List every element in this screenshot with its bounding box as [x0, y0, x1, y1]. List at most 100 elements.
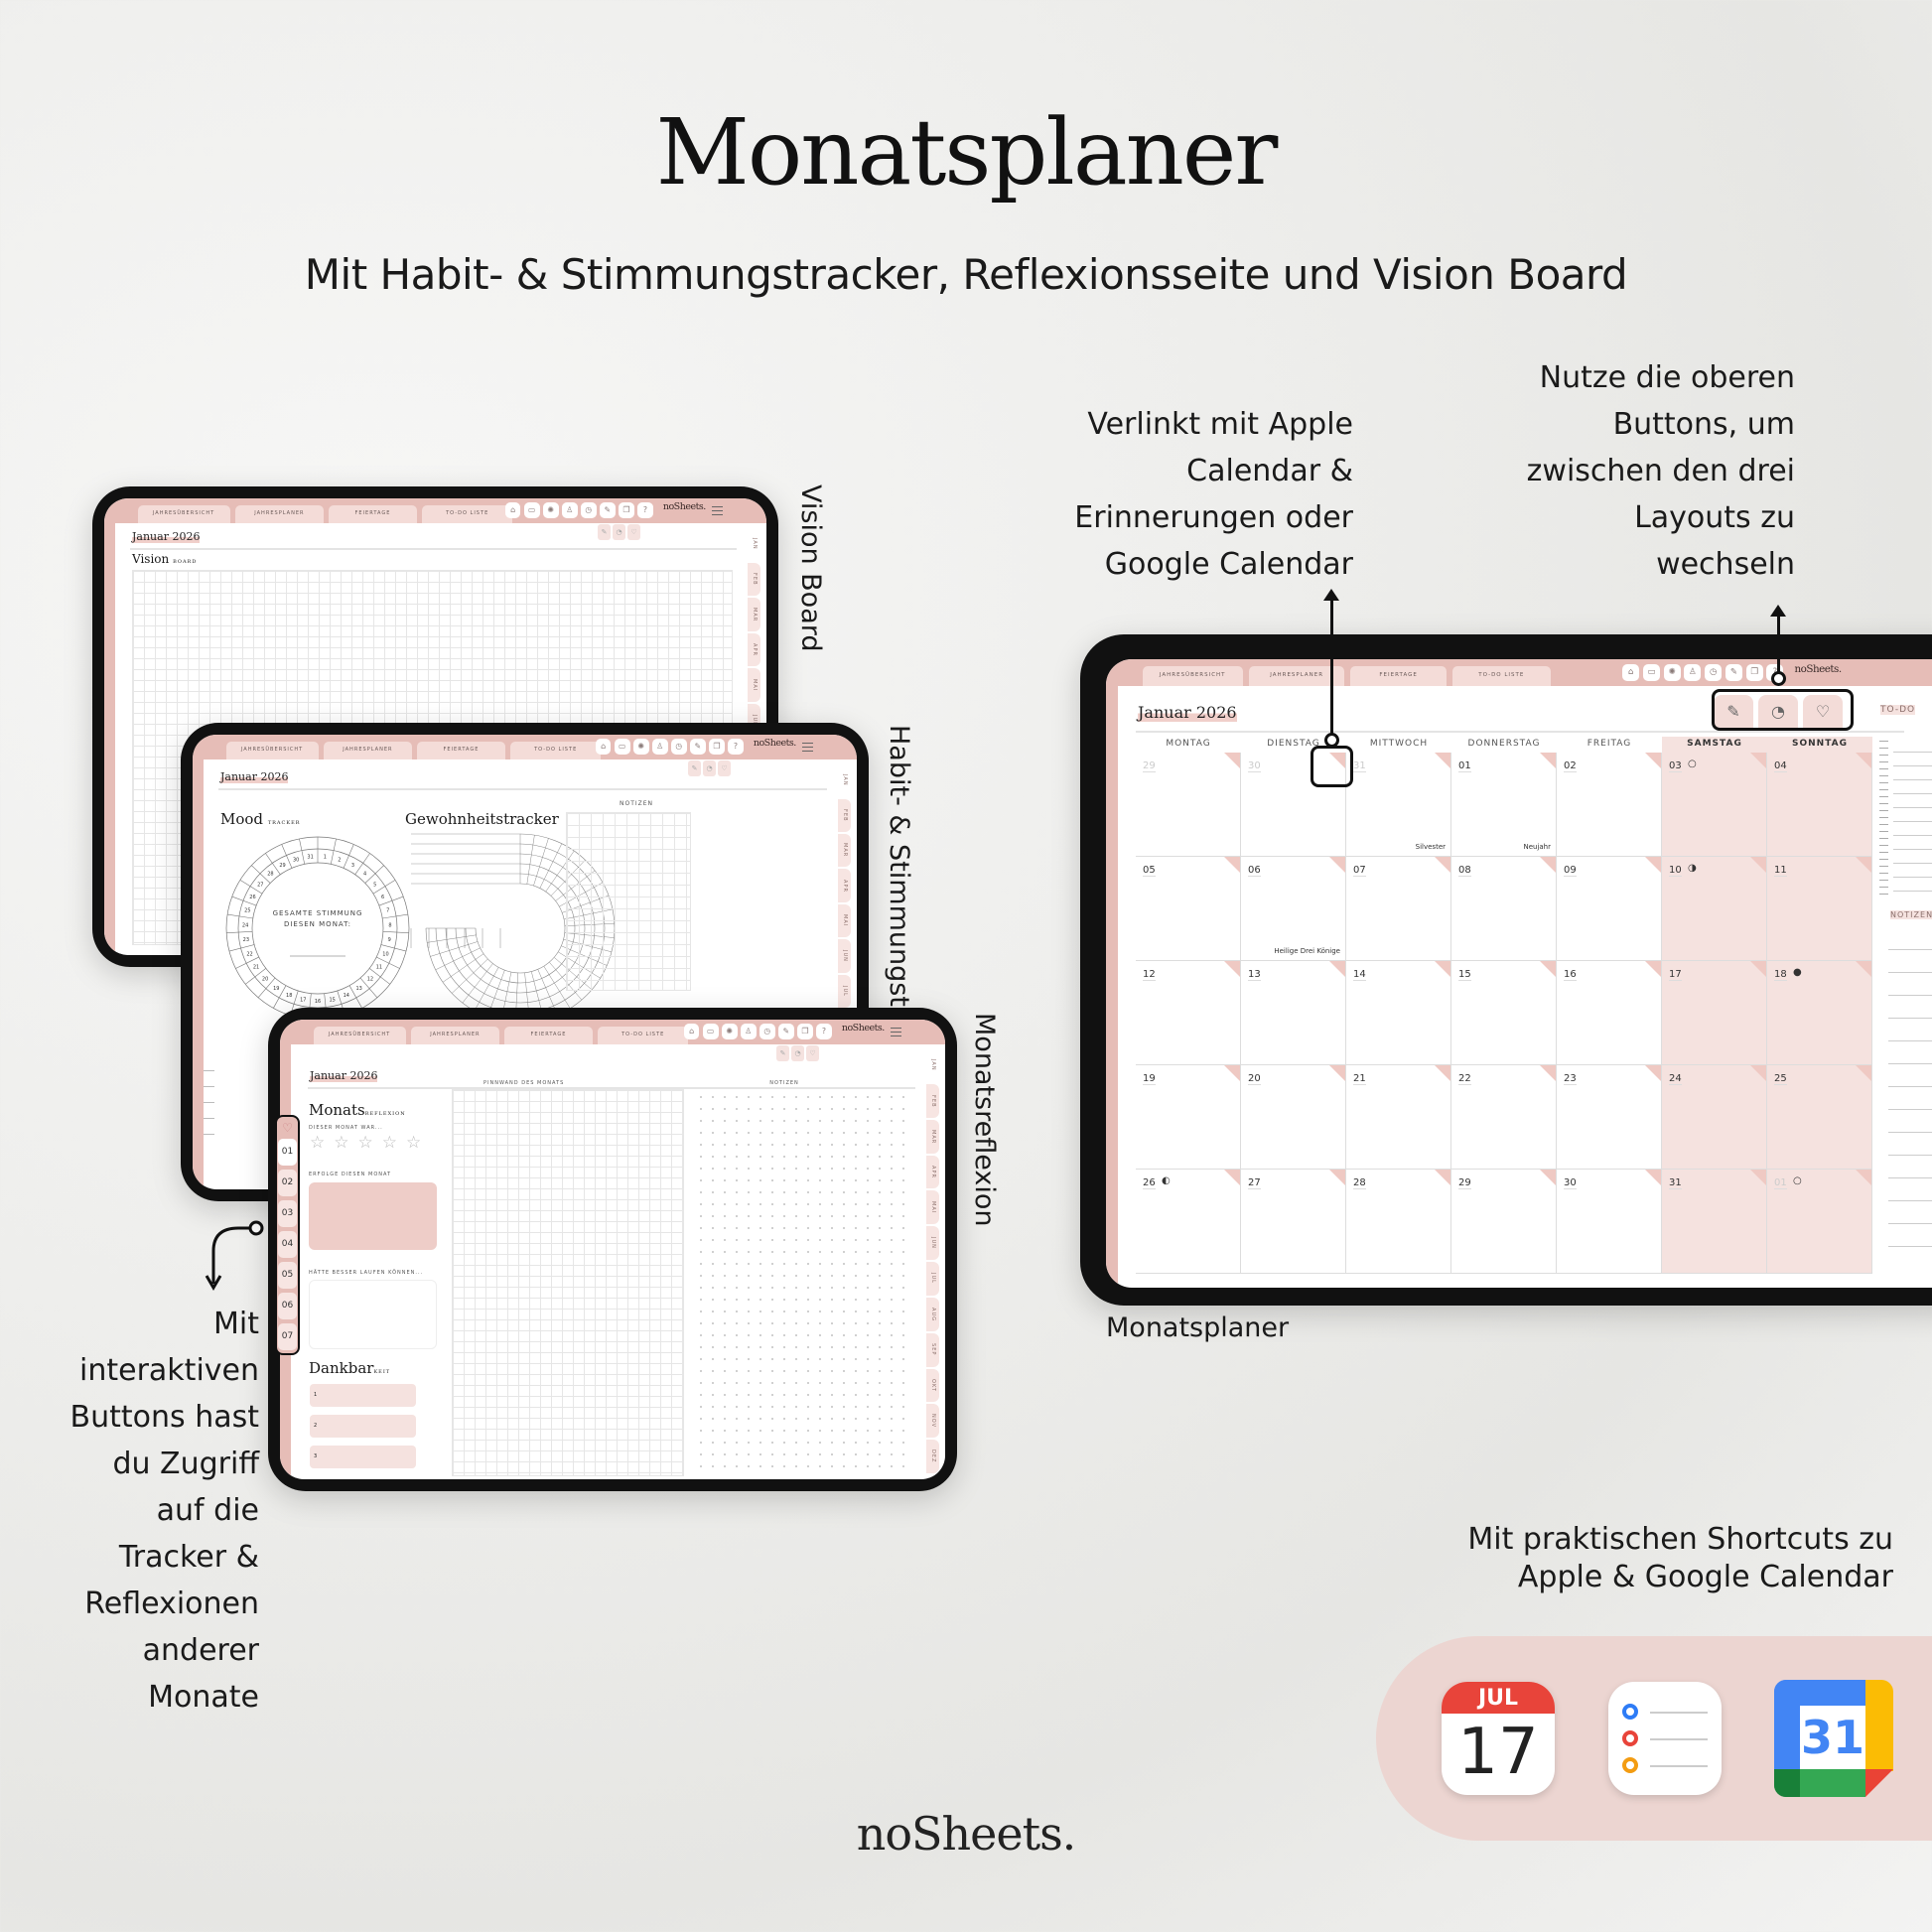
add-event-corner[interactable] [1856, 961, 1871, 977]
month-button-07[interactable]: 07 [278, 1323, 297, 1350]
add-event-corner[interactable] [1435, 961, 1450, 977]
day-cell[interactable]: 01 ○ [1767, 1170, 1872, 1274]
chart-icon[interactable]: ◔ [703, 760, 716, 776]
cake-icon[interactable]: ♙ [740, 1024, 757, 1040]
chart-icon[interactable]: ◔ [1758, 695, 1798, 729]
menu-icon[interactable] [802, 742, 814, 752]
help-icon[interactable]: ? [637, 502, 653, 519]
home-icon[interactable]: ⌂ [595, 739, 612, 756]
day-cell[interactable]: 30 [1557, 1170, 1662, 1274]
day-cell[interactable]: 16 [1557, 961, 1662, 1065]
month-button-03[interactable]: 03 [278, 1200, 297, 1227]
cake-icon[interactable]: ♙ [1684, 663, 1702, 681]
day-cell[interactable]: 01 Neujahr [1451, 753, 1557, 857]
add-event-corner[interactable] [1224, 961, 1240, 977]
chart-icon[interactable]: ◔ [613, 524, 625, 540]
nav-tab-feiertage[interactable]: FEIERTAGE [504, 1026, 593, 1044]
notes-grid[interactable] [566, 812, 691, 991]
month-tab-sep[interactable]: SEP [925, 1332, 939, 1367]
day-cell[interactable]: 03 ○ [1662, 753, 1767, 857]
day-cell[interactable]: 24 [1662, 1065, 1767, 1170]
calendar-icon[interactable]: ▭ [702, 1024, 719, 1040]
nav-tab-feiertage[interactable]: FEIERTAGE [1350, 666, 1447, 686]
month-tab-feb[interactable]: FEB [925, 1083, 939, 1118]
day-cell[interactable]: 28 [1346, 1170, 1451, 1274]
day-cell[interactable]: 04 [1767, 753, 1872, 857]
month-tab-nov[interactable]: NOV [925, 1404, 939, 1439]
pen-icon[interactable]: ✎ [1725, 663, 1742, 681]
day-cell[interactable]: 30 [1241, 753, 1346, 857]
add-event-corner[interactable] [1329, 753, 1345, 768]
heart-icon[interactable]: ♡ [1803, 695, 1843, 729]
notes-dot-grid[interactable] [695, 1091, 911, 1474]
apple-reminders-app-icon[interactable] [1608, 1682, 1722, 1795]
month-button-04[interactable]: 04 [278, 1231, 297, 1258]
day-cell[interactable]: 21 [1346, 1065, 1451, 1170]
add-event-corner[interactable] [1224, 857, 1240, 873]
day-cell[interactable]: 11 [1767, 857, 1872, 961]
month-tab-jul[interactable]: JUL [837, 974, 851, 1008]
add-event-corner[interactable] [1750, 753, 1766, 768]
heart-icon[interactable]: ♡ [806, 1045, 819, 1061]
month-tab-jul[interactable]: JUL [925, 1262, 939, 1296]
nav-tab-feiertage[interactable]: FEIERTAGE [329, 504, 417, 523]
add-event-corner[interactable] [1435, 1170, 1450, 1185]
add-event-corner[interactable] [1856, 857, 1871, 873]
pen-icon[interactable]: ✎ [690, 739, 706, 756]
heart-icon[interactable]: ♡ [627, 524, 640, 540]
day-cell[interactable]: 26 ◐ [1136, 1170, 1241, 1274]
settings-icon[interactable]: ✺ [1663, 663, 1681, 681]
day-cell[interactable]: 06 Heilige Drei Könige [1241, 857, 1346, 961]
day-cell[interactable]: 18 ● [1767, 961, 1872, 1065]
add-event-corner[interactable] [1645, 1065, 1661, 1081]
day-cell[interactable]: 31 Silvester [1346, 753, 1451, 857]
rating-stars[interactable]: ☆☆☆☆☆ [310, 1133, 430, 1153]
gratitude-item[interactable]: 1 [310, 1384, 416, 1407]
day-cell[interactable]: 12 [1136, 961, 1241, 1065]
rating-star-icon[interactable]: ☆ [357, 1133, 382, 1153]
nav-tab-jahresplaner[interactable]: JAHRESPLANER [411, 1026, 499, 1044]
add-event-corner[interactable] [1856, 1065, 1871, 1081]
add-event-corner[interactable] [1750, 1065, 1766, 1081]
add-event-corner[interactable] [1750, 857, 1766, 873]
nav-tab-to-do-liste[interactable]: TO-DO LISTE [1451, 666, 1551, 686]
month-tab-dez[interactable]: DEZ [925, 1440, 939, 1473]
day-cell[interactable]: 20 [1241, 1065, 1346, 1170]
nav-tab-to-do-liste[interactable]: TO-DO LISTE [598, 1026, 689, 1044]
day-cell[interactable]: 13 [1241, 961, 1346, 1065]
month-tab-feb[interactable]: FEB [837, 798, 851, 832]
rating-star-icon[interactable]: ☆ [310, 1133, 335, 1153]
day-cell[interactable]: 02 [1557, 753, 1662, 857]
brush-icon[interactable]: ✎ [598, 524, 611, 540]
help-icon[interactable]: ? [816, 1024, 832, 1040]
clock-icon[interactable]: ◷ [759, 1024, 775, 1040]
calendar-icon[interactable]: ▭ [1642, 663, 1661, 681]
pinboard-grid[interactable] [452, 1089, 684, 1476]
add-event-corner[interactable] [1540, 857, 1556, 873]
add-event-corner[interactable] [1435, 753, 1450, 768]
home-icon[interactable]: ⌂ [1622, 663, 1640, 681]
help-icon[interactable]: ? [728, 739, 744, 756]
heart-icon[interactable]: ♡ [282, 1121, 293, 1135]
add-event-corner[interactable] [1540, 1170, 1556, 1185]
month-tab-mar[interactable]: MAR [837, 833, 851, 868]
clock-icon[interactable]: ◷ [670, 739, 687, 756]
month-tab-jan[interactable]: JAN [747, 527, 760, 561]
successes-field[interactable] [309, 1182, 437, 1250]
menu-icon[interactable] [712, 505, 724, 515]
day-cell[interactable]: 08 [1451, 857, 1557, 961]
add-event-corner[interactable] [1856, 1170, 1871, 1185]
nav-tab-jahresübersicht[interactable]: JAHRESÜBERSICHT [1142, 666, 1243, 686]
rating-star-icon[interactable]: ☆ [334, 1133, 358, 1153]
month-tab-apr[interactable]: APR [837, 869, 851, 902]
add-event-corner[interactable] [1329, 1065, 1345, 1081]
brush-icon[interactable]: ✎ [688, 760, 701, 776]
add-event-corner[interactable] [1540, 753, 1556, 768]
add-event-corner[interactable] [1435, 1065, 1450, 1081]
checkbox-list[interactable] [203, 1062, 214, 1142]
nav-tab-to-do-liste[interactable]: TO-DO LISTE [422, 504, 513, 523]
month-tab-apr[interactable]: APR [925, 1155, 939, 1189]
month-tab-jan[interactable]: JAN [925, 1048, 939, 1082]
nav-tab-feiertage[interactable]: FEIERTAGE [417, 741, 505, 759]
gratitude-item[interactable]: 3 [310, 1446, 416, 1468]
